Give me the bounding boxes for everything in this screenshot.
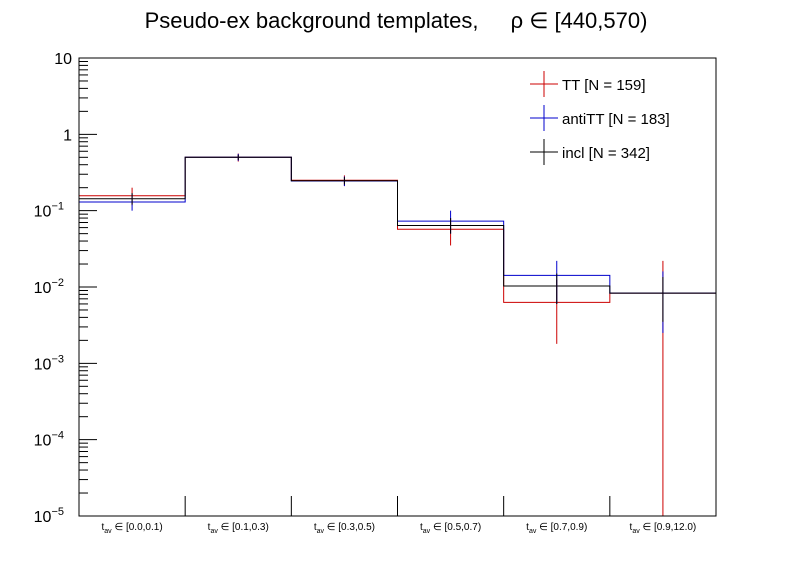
x-tick-label: tav ∈ [0.1,0.3)	[208, 522, 269, 535]
series-2-histogram	[79, 156, 716, 294]
y-tick-label: 10	[54, 51, 72, 68]
chart-title-rho: ρ ∈ [440,570)	[511, 8, 648, 33]
y-tick-label-exponent: −3	[51, 353, 64, 365]
x-axis: tav ∈ [0.0,0.1) tav ∈ [0.1,0.3) tav ∈ [0.3…	[102, 496, 697, 535]
x-tick-label-main: t	[208, 522, 211, 533]
x-tick-label-range: ∈ [0.3,0.5)	[324, 522, 375, 533]
y-tick-label: 10−4	[34, 430, 64, 450]
x-tick-label: tav ∈ [0.7,0.9)	[526, 522, 587, 535]
plot-frame	[78, 57, 717, 517]
y-tick-label-base: 10	[34, 509, 52, 526]
x-tick-label-sub: av	[632, 528, 640, 535]
x-tick-label: tav ∈ [0.9,12.0)	[630, 522, 697, 535]
x-tick-label-main: t	[102, 522, 105, 533]
chart-title: Pseudo-ex background templates, ρ ∈ [440…	[145, 8, 648, 33]
series-0-histogram	[79, 156, 716, 303]
y-tick-label: 10−1	[34, 201, 64, 221]
legend: TT [N = 159] antiTT [N = 183] incl [N = 34…	[530, 71, 670, 165]
legend-entry: TT [N = 159]	[562, 77, 646, 94]
y-tick-label-base: 10	[34, 204, 52, 221]
x-tick-label: tav ∈ [0.0,0.1)	[102, 522, 163, 535]
x-tick-label-main: t	[630, 522, 633, 533]
x-tick-label: tav ∈ [0.5,0.7)	[420, 522, 481, 535]
x-tick-label-main: t	[526, 522, 529, 533]
y-tick-label-exponent: −1	[51, 201, 64, 213]
x-tick-label: tav ∈ [0.3,0.5)	[314, 522, 375, 535]
x-tick-label-sub: av	[104, 528, 112, 535]
x-tick-label-range: ∈ [0.0,0.1)	[112, 522, 163, 533]
x-tick-label-sub: av	[317, 528, 325, 535]
legend-entry: incl [N = 342]	[562, 145, 650, 162]
y-tick-label: 10−5	[34, 506, 64, 526]
y-tick-label-exponent: −5	[51, 506, 64, 518]
x-tick-label-main: t	[314, 522, 317, 533]
x-tick-label-sub: av	[210, 528, 218, 535]
y-tick-label-base: 10	[54, 51, 72, 68]
histogram-lines	[79, 156, 716, 303]
x-tick-label-range: ∈ [0.7,0.9)	[536, 522, 587, 533]
x-tick-label-main: t	[420, 522, 423, 533]
legend-entry: antiTT [N = 183]	[562, 111, 670, 128]
error-bars	[131, 153, 664, 516]
y-tick-label-base: 10	[34, 280, 52, 297]
y-tick-label-base: 1	[63, 127, 72, 144]
x-tick-label-sub: av	[529, 528, 537, 535]
x-tick-label-range: ∈ [0.9,12.0)	[640, 522, 697, 533]
x-tick-label-range: ∈ [0.1,0.3)	[218, 522, 269, 533]
y-tick-label-base: 10	[34, 433, 52, 450]
y-tick-label-base: 10	[34, 356, 52, 373]
y-tick-label: 10−2	[34, 277, 64, 297]
y-tick-label-exponent: −2	[51, 277, 64, 289]
x-tick-label-sub: av	[423, 528, 431, 535]
y-tick-label-exponent: −4	[51, 430, 64, 442]
x-tick-label-range: ∈ [0.5,0.7)	[430, 522, 481, 533]
chart-title-prefix: Pseudo-ex background templates,	[145, 8, 479, 33]
y-tick-label: 10−3	[34, 353, 64, 373]
y-tick-label: 1	[63, 127, 72, 144]
